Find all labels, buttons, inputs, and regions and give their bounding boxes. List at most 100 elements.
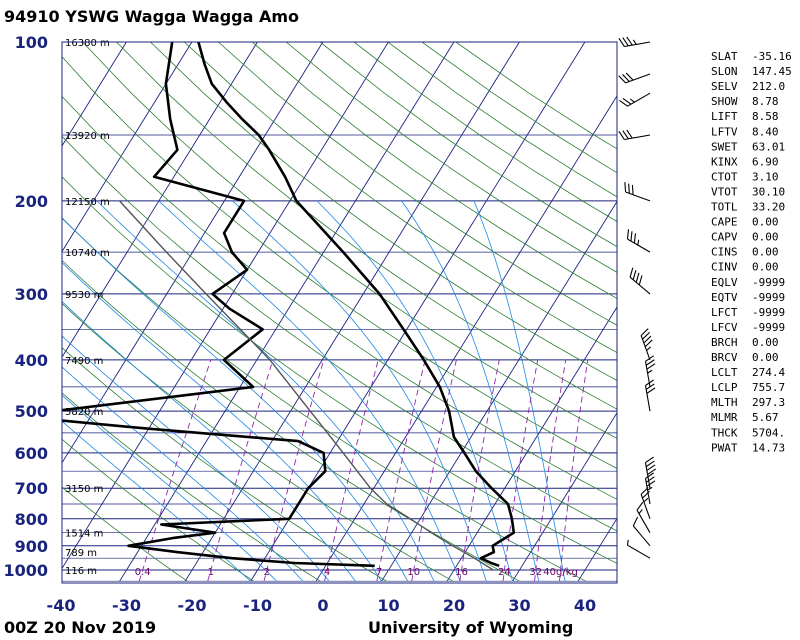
index-value: 8.40: [752, 125, 779, 138]
moist-adiabat-line: [232, 200, 487, 582]
wind-barb: [644, 472, 656, 505]
mixing-ratio-label: 7: [376, 567, 382, 578]
wind-barb: [644, 355, 656, 387]
dry-adiabat-line: [285, 42, 617, 273]
wind-barb-staff: [640, 335, 651, 361]
wind-barb-staff: [624, 41, 651, 48]
wind-barb: [624, 182, 651, 202]
index-value: 297.3: [752, 396, 785, 409]
wind-barb-feather: [632, 516, 639, 527]
wind-barb-staff: [624, 134, 651, 141]
temperature-tick-label: -10: [243, 596, 272, 615]
wind-barb: [640, 487, 651, 519]
isotherm-line: [62, 42, 324, 464]
mixing-ratio-label: 16: [455, 567, 468, 578]
wind-barb-feather: [645, 379, 654, 386]
index-value: 0.00: [752, 216, 779, 229]
height-label: 16380 m: [65, 38, 110, 49]
wind-barb-half-feather: [632, 39, 637, 45]
index-value: 147.45: [752, 65, 792, 78]
wind-barb-feather: [618, 38, 625, 47]
index-label: SWET: [711, 140, 738, 153]
index-value: 6.90: [752, 155, 779, 168]
mixing-ratio-label: 10: [407, 567, 420, 578]
wind-barb: [618, 36, 651, 48]
wind-barb-half-feather: [638, 509, 643, 514]
wind-barb-half-feather: [637, 239, 640, 246]
wind-barb: [632, 516, 651, 547]
wind-barb-half-feather: [647, 486, 653, 491]
pressure-tick-label: 600: [15, 444, 48, 463]
wind-barb-staff: [625, 73, 651, 84]
index-label: SLAT: [711, 50, 738, 63]
wind-barb-feather: [631, 184, 634, 195]
index-value: -9999: [752, 291, 785, 304]
dry-adiabat-line: [62, 392, 321, 582]
moist-adiabat-line: [158, 200, 461, 582]
index-label: LFTV: [711, 125, 738, 138]
mixing-ratio-label: 32: [529, 567, 542, 578]
index-value: 30.10: [752, 186, 785, 199]
dry-adiabat-line: [184, 42, 617, 354]
dry-adiabat-line: [116, 42, 617, 410]
wind-barb-feather: [640, 328, 649, 336]
height-label: 13920 m: [65, 131, 110, 142]
wind-barb-feather: [626, 129, 633, 139]
index-label: LFCT: [711, 306, 738, 319]
temperature-tick-label: 30: [508, 596, 530, 615]
wind-barb-feather: [628, 183, 630, 194]
dry-adiabat-line: [82, 42, 617, 439]
pressure-tick-label: 500: [15, 402, 48, 421]
dry-adiabat-line: [62, 176, 617, 564]
height-label: 5820 m: [65, 407, 103, 418]
mixing-ratio-label: 1: [208, 567, 214, 578]
index-value: 274.4: [752, 366, 785, 379]
wind-barb-feather: [642, 490, 650, 499]
dry-adiabat-line: [150, 42, 617, 381]
index-label: EQTV: [711, 291, 738, 304]
moist-adiabat-line: [62, 262, 382, 582]
wind-barb: [626, 229, 651, 253]
wind-barb-feather: [624, 182, 627, 193]
isotherm-line: [315, 95, 617, 582]
chart-title: 94910 YSWG Wagga Wagga Amo: [4, 7, 299, 26]
plot-frame: [61, 41, 618, 584]
index-label: CTOT: [711, 170, 738, 183]
isotherm-line: [62, 42, 258, 359]
wind-barb-half-feather: [643, 497, 649, 503]
height-label: 7490 m: [65, 356, 103, 367]
wind-barb: [618, 129, 651, 141]
wind-barb-half-feather: [646, 346, 651, 351]
wind-barb-staff: [625, 191, 651, 202]
index-value: 14.73: [752, 441, 785, 454]
mixing-ratio-line: [138, 359, 212, 582]
temperature-tick-label: 10: [377, 596, 399, 615]
wind-barb-staff: [627, 92, 651, 107]
dry-adiabat-line: [62, 56, 617, 469]
index-label: PWAT: [711, 441, 738, 454]
index-value: 0.00: [752, 261, 779, 274]
wind-barb-feather: [618, 131, 625, 140]
index-label: LFCV: [711, 321, 738, 334]
dry-adiabat-line: [62, 347, 387, 582]
dry-adiabat-line: [62, 95, 617, 500]
index-label: SLON: [711, 65, 738, 78]
mixing-ratio-line: [263, 359, 325, 582]
height-label: 10740 m: [65, 248, 110, 259]
isotherm-line: [381, 200, 617, 582]
pressure-tick-label: 300: [15, 285, 48, 304]
mixing-ratio-label: 2: [264, 567, 270, 578]
wind-barb-feather: [638, 275, 643, 286]
wind-barb-feather: [640, 487, 649, 495]
grid-labels: 0.4 1 2 4 7 10 16 24 32 40g/kg1002003004005006007…: [3, 33, 596, 615]
index-label: LCLT: [711, 366, 738, 379]
height-label: 1514 m: [65, 529, 103, 540]
height-label: 116 m: [65, 566, 97, 577]
index-label: SHOW: [711, 95, 738, 108]
index-value: -9999: [752, 321, 785, 334]
mixing-ratio-line: [324, 359, 379, 582]
wind-barb-feather: [645, 476, 655, 483]
index-label: THCK: [711, 426, 738, 439]
moist-adiabat-line: [96, 200, 435, 582]
dry-adiabat-line: [62, 302, 454, 582]
